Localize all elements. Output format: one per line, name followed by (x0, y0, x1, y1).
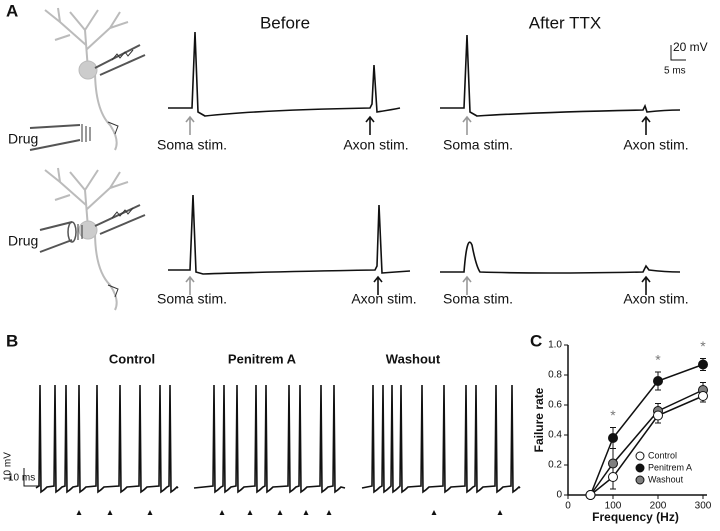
legend-label: Penitrem A (648, 462, 692, 472)
axon-label: Axon stim. (343, 137, 408, 153)
data-point (585, 490, 596, 500)
data-point (608, 458, 618, 469)
stim-arrows (185, 115, 651, 295)
y-tick-label: 1.0 (548, 340, 562, 351)
y-tick-label: 0.2 (548, 460, 562, 471)
scale-bar (23, 468, 40, 487)
neuron-drawing (39, 167, 146, 311)
x-tick-label: 0 (565, 501, 571, 512)
voltage-trace (440, 34, 681, 117)
scale-label: 10 ms (8, 473, 35, 484)
failure-marker (431, 510, 437, 515)
trace-title: Penitrem A (228, 351, 297, 366)
failure-marker (147, 510, 153, 515)
soma-label: Soma stim. (157, 137, 227, 153)
voltage-trace (168, 194, 411, 275)
x-tick-label: 300 (695, 501, 712, 512)
drug-label: Drug (8, 131, 38, 147)
drug-label: Drug (8, 233, 38, 249)
data-point (653, 376, 663, 386)
failure-marker (277, 510, 283, 515)
failure-marker (247, 510, 253, 515)
trace-title: Washout (386, 351, 441, 366)
legend-marker (635, 451, 645, 461)
soma-label: Soma stim. (443, 291, 513, 307)
series-line (589, 389, 704, 496)
significance-label: * (700, 338, 706, 354)
scale-bar (670, 45, 686, 61)
legend-label: Control (648, 450, 677, 460)
series-line (590, 395, 704, 496)
failure-marker (326, 510, 332, 515)
x-tick-label: 200 (650, 501, 667, 512)
panel-label: C (530, 331, 542, 350)
data-point (653, 410, 663, 421)
panel-label: A (6, 1, 18, 20)
soma-label: Soma stim. (443, 137, 513, 153)
failure-marker (107, 510, 113, 515)
soma-label: Soma stim. (157, 291, 227, 307)
failure-marker (497, 510, 503, 515)
failure-marker (303, 510, 309, 515)
data-point (608, 433, 618, 443)
axon-label: Axon stim. (623, 137, 688, 153)
voltage-trace (193, 384, 346, 494)
y-axis-label: Failure rate (532, 387, 546, 452)
failure-marker (76, 510, 82, 515)
column-title: Before (260, 13, 310, 32)
significance-label: * (655, 352, 661, 368)
neuron-drawing (29, 7, 146, 151)
voltage-trace (35, 384, 179, 494)
voltage-trace (361, 384, 521, 494)
y-tick-label: 0 (556, 490, 562, 501)
significance-label: * (610, 407, 616, 423)
y-tick-label: 0.6 (548, 400, 562, 411)
panel-label: B (6, 331, 18, 350)
voltage-trace (440, 241, 681, 274)
data-point (698, 359, 708, 370)
axon-label: Axon stim. (623, 291, 688, 307)
axon-label: Axon stim. (351, 291, 416, 307)
scale-label: 20 mV (673, 40, 708, 54)
x-axis-label: Frequency (Hz) (592, 510, 679, 524)
legend-marker (635, 463, 645, 473)
voltage-trace (168, 31, 401, 117)
failure-marker (219, 510, 225, 515)
axes (567, 345, 707, 496)
x-tick-label: 100 (605, 501, 622, 512)
data-point (608, 472, 618, 482)
legend-label: Washout (648, 474, 684, 484)
legend-marker (635, 475, 645, 485)
scale-label: 5 ms (664, 66, 686, 77)
series-line (589, 363, 704, 496)
scale-label: 10 mV (3, 452, 14, 481)
data-point (698, 391, 708, 401)
trace-title: Control (109, 351, 155, 366)
column-title: After TTX (529, 13, 601, 32)
y-tick-label: 0.8 (548, 370, 562, 381)
y-tick-label: 0.4 (548, 430, 562, 441)
